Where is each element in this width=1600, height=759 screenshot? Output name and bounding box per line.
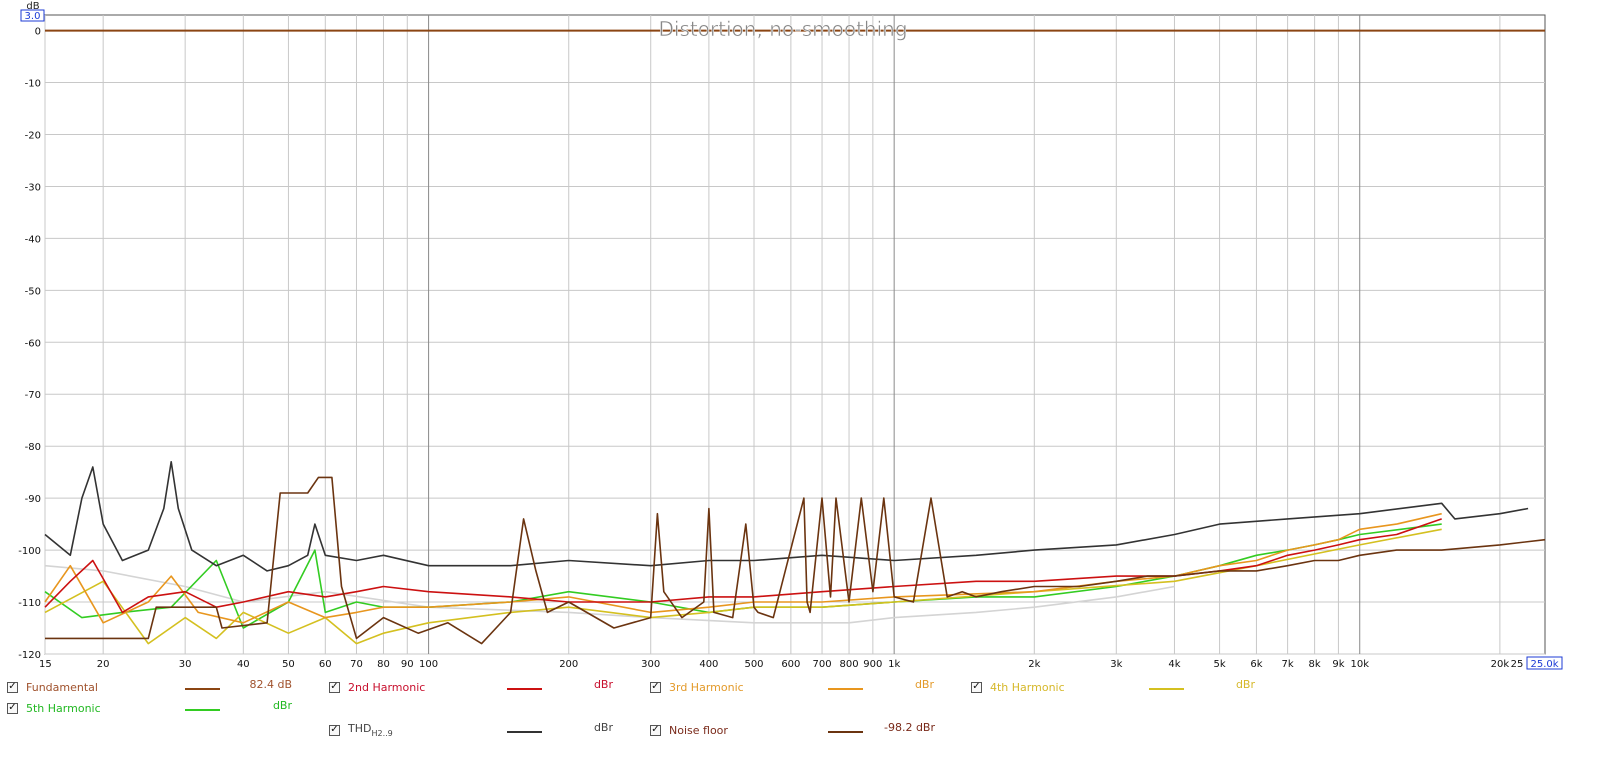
x-tick-label: 4k: [1168, 659, 1180, 670]
legend-swatch-fundamental: [185, 688, 220, 690]
legend-value-noise-floor: -98.2 dBr: [883, 721, 935, 734]
chart-series: [44, 29, 1546, 645]
x-tick-label: 15: [39, 659, 52, 670]
x-tick-label: 20k: [1491, 659, 1510, 670]
legend-label-noise-floor: Noise floor: [669, 723, 728, 737]
x-tick-label: 40: [237, 659, 250, 670]
x-tick-label: 9k: [1332, 659, 1344, 670]
x-tick-label: 400: [699, 659, 718, 670]
y-tick-label: -80: [25, 442, 41, 453]
legend-label-thd-main: THD: [348, 722, 372, 735]
legend-swatch-noise-floor: [828, 731, 863, 733]
legend-label-3rd-harmonic: 3rd Harmonic: [669, 680, 744, 694]
x-tick-label: 7k: [1282, 659, 1294, 670]
y-tick-label: -60: [25, 338, 41, 349]
y-tick-label: -110: [18, 598, 41, 609]
legend-label-thd-sub: H2..9: [371, 729, 393, 738]
x-tick-label: 500: [744, 659, 763, 670]
legend-value-thd: dBr: [593, 721, 613, 734]
plot-area: [44, 14, 1546, 655]
legend-item-2nd-harmonic[interactable]: ✓ 2nd Harmonic: [329, 678, 425, 696]
x-tick-label: 90: [401, 659, 414, 670]
chart-grid: [44, 14, 1546, 655]
legend-label-thd: THDH2..9: [348, 722, 393, 738]
x-tick-label: 3k: [1110, 659, 1122, 670]
y-tick-label: -10: [25, 79, 41, 90]
legend-swatch-4th-harmonic: [1149, 688, 1184, 690]
distortion-chart: 0 -10 -20 -30 -40 -50 -60 -70 -80 -90 -100 -110 -120…: [18, 1, 1563, 670]
legend-swatch-thd: [507, 731, 542, 733]
y-tick-label: -100: [18, 546, 41, 557]
x-max-value: 25.0k: [1530, 659, 1558, 670]
y-max-value: 3.0: [25, 11, 41, 22]
chart-axes: 0 -10 -20 -30 -40 -50 -60 -70 -80 -90 -100 -110 -120…: [18, 27, 1523, 670]
x-tick-label: 60: [319, 659, 332, 670]
y-tick-label: -120: [18, 650, 41, 661]
legend-value-fundamental: 82.4 dB: [249, 678, 292, 691]
legend-swatch-3rd-harmonic: [828, 688, 863, 690]
x-tick-label: 6k: [1250, 659, 1262, 670]
x-tick-label: 600: [781, 659, 800, 670]
y-tick-label: -50: [25, 286, 41, 297]
series-line-2nd-harmonic: [44, 518, 1442, 614]
legend-label-2nd-harmonic: 2nd Harmonic: [348, 680, 426, 694]
x-tick-label: 30: [179, 659, 192, 670]
x-tick-label: 25: [1511, 659, 1524, 670]
checkbox-thd[interactable]: ✓: [329, 724, 340, 736]
y-tick-label: -40: [25, 234, 41, 245]
legend-value-4th-harmonic: dBr: [1235, 678, 1255, 691]
x-tick-label: 5k: [1214, 659, 1226, 670]
checkbox-fundamental[interactable]: ✓: [7, 681, 18, 693]
x-tick-label: 100: [419, 659, 438, 670]
legend: ✓ Fundamental 82.4 dB ✓ 2nd Harmonic dBr…: [0, 676, 1600, 759]
y-unit-label: dB: [26, 1, 39, 12]
legend-item-3rd-harmonic[interactable]: ✓ 3rd Harmonic: [650, 678, 744, 696]
y-tick-label: -20: [25, 130, 41, 141]
checkbox-2nd-harmonic[interactable]: ✓: [329, 681, 340, 693]
x-tick-label: 200: [559, 659, 578, 670]
x-tick-label: 2k: [1028, 659, 1040, 670]
legend-item-5th-harmonic[interactable]: ✓ 5th Harmonic: [7, 699, 101, 717]
checkbox-noise-floor[interactable]: ✓: [650, 724, 661, 736]
legend-item-fundamental[interactable]: ✓ Fundamental: [7, 678, 98, 696]
legend-value-3rd-harmonic: dBr: [914, 678, 934, 691]
x-tick-label: 900: [863, 659, 882, 670]
y-tick-label: -90: [25, 494, 41, 505]
x-tick-label: 20: [97, 659, 110, 670]
series-line-3rd-harmonic: [44, 512, 1442, 624]
x-tick-label: 70: [350, 659, 363, 670]
x-tick-label: 300: [641, 659, 660, 670]
y-tick-label: 0: [35, 27, 41, 38]
legend-swatch-5th-harmonic: [185, 709, 220, 711]
legend-item-4th-harmonic[interactable]: ✓ 4th Harmonic: [971, 678, 1065, 696]
legend-swatch-2nd-harmonic: [507, 688, 542, 690]
legend-value-2nd-harmonic: dBr: [593, 678, 613, 691]
legend-value-5th-harmonic: dBr: [272, 699, 292, 712]
y-max-box[interactable]: [20, 9, 45, 22]
legend-label-5th-harmonic: 5th Harmonic: [26, 701, 101, 715]
legend-item-noise-floor[interactable]: ✓ Noise floor: [650, 721, 728, 739]
series-line-noise-floor: [45, 476, 1546, 645]
legend-item-thd[interactable]: ✓ THDH2..9: [329, 721, 393, 739]
x-tick-label: 800: [839, 659, 858, 670]
checkbox-5th-harmonic[interactable]: ✓: [7, 702, 18, 714]
x-max-box[interactable]: [1526, 656, 1563, 670]
x-tick-label: 50: [282, 659, 295, 670]
y-tick-label: -30: [25, 182, 41, 193]
chart-title: Distortion, no-smoothing: [658, 17, 907, 41]
x-tick-label: 1k: [888, 659, 900, 670]
x-tick-label: 8k: [1309, 659, 1321, 670]
series-line-thd-h2-9: [44, 460, 1529, 572]
y-tick-label: -70: [25, 390, 41, 401]
checkbox-4th-harmonic[interactable]: ✓: [971, 681, 982, 693]
legend-label-fundamental: Fundamental: [26, 680, 98, 694]
x-tick-label: 10k: [1350, 659, 1369, 670]
legend-label-4th-harmonic: 4th Harmonic: [990, 680, 1065, 694]
x-tick-label: 700: [812, 659, 831, 670]
checkbox-3rd-harmonic[interactable]: ✓: [650, 681, 661, 693]
x-tick-label: 80: [377, 659, 390, 670]
